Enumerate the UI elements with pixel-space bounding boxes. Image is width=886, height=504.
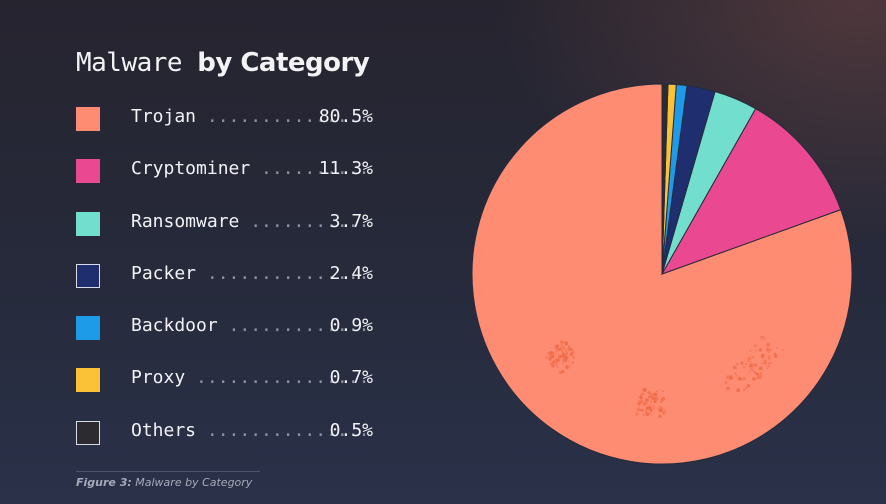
caption-label: Figure 3: [76, 476, 132, 489]
legend-item-cryptominer: Cryptominer11.3% [76, 156, 376, 208]
legend-label: Proxy [131, 367, 373, 388]
legend-label: Others [131, 420, 373, 441]
legend-label: Trojan [131, 106, 373, 127]
legend-swatch [76, 159, 100, 184]
legend-value: 0.5% [329, 419, 373, 441]
legend-swatch [76, 368, 100, 393]
caption-divider [76, 471, 260, 472]
legend: Trojan80.5%Cryptominer11.3%Ransomware3.7… [76, 104, 376, 470]
legend-swatch [76, 263, 100, 288]
legend-swatch [76, 107, 100, 131]
pie-chart [471, 83, 853, 465]
pie-slice-cryptominer [660, 107, 842, 275]
legend-item-trojan: Trojan80.5% [76, 104, 376, 156]
legend-item-ransomware: Ransomware3.7% [76, 209, 376, 261]
figure-caption: Figure 3: Malware by Category [76, 476, 252, 489]
legend-value: 3.7% [329, 210, 373, 232]
title-regular: Malware [76, 48, 183, 78]
legend-label: Cryptominer [131, 158, 373, 179]
legend-item-others: Others0.5% [76, 418, 376, 470]
legend-label: Packer [131, 263, 373, 284]
caption-text: Malware by Category [135, 476, 253, 489]
legend-item-proxy: Proxy0.7% [76, 365, 376, 417]
legend-item-packer: Packer2.4% [76, 261, 376, 313]
legend-label: Ransomware [131, 211, 373, 232]
legend-swatch [76, 211, 100, 236]
legend-swatch [76, 420, 100, 445]
slice-texture-decoration [545, 335, 784, 419]
chart-title: Malware by Category [76, 48, 370, 78]
legend-value: 2.4% [329, 262, 373, 284]
legend-value: 80.5% [318, 106, 373, 127]
legend-swatch [76, 316, 100, 341]
legend-value: 0.9% [329, 315, 373, 337]
legend-item-backdoor: Backdoor0.9% [76, 313, 376, 365]
legend-label: Backdoor [131, 315, 373, 336]
legend-value: 0.7% [329, 367, 373, 389]
legend-value: 11.3% [318, 158, 373, 180]
pie-slice-others [661, 83, 669, 275]
title-bold: by Category [197, 48, 370, 78]
